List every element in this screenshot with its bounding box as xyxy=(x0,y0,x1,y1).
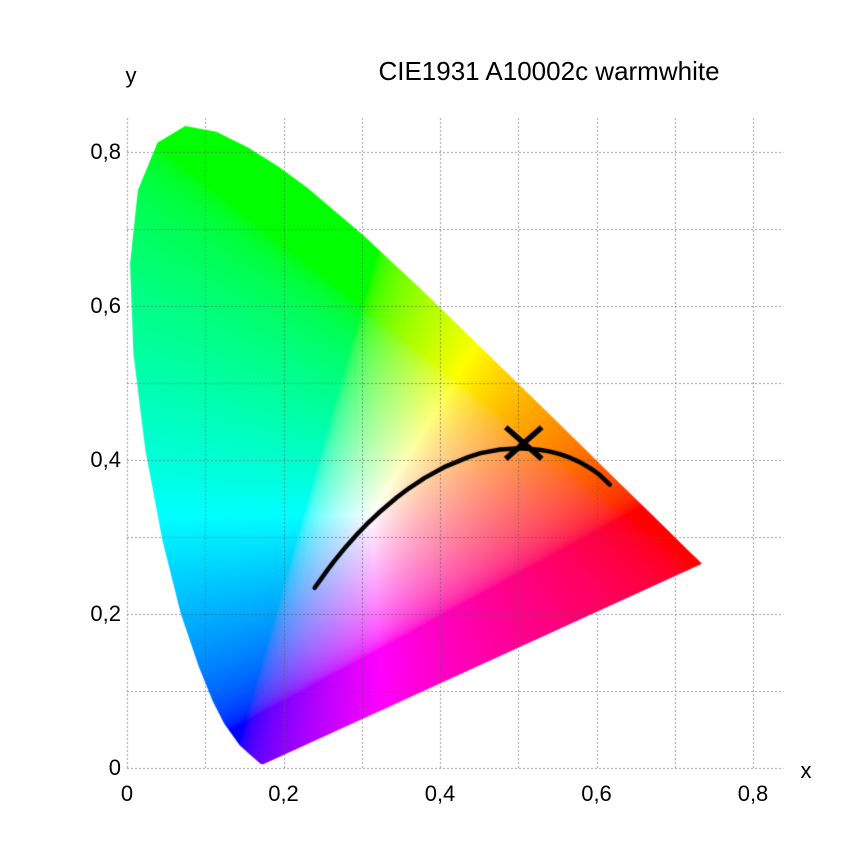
y-axis-label: y xyxy=(125,63,137,88)
x-axis-label: x xyxy=(800,758,812,783)
chart-title: CIE1931 A10002c warmwhite xyxy=(378,56,720,86)
